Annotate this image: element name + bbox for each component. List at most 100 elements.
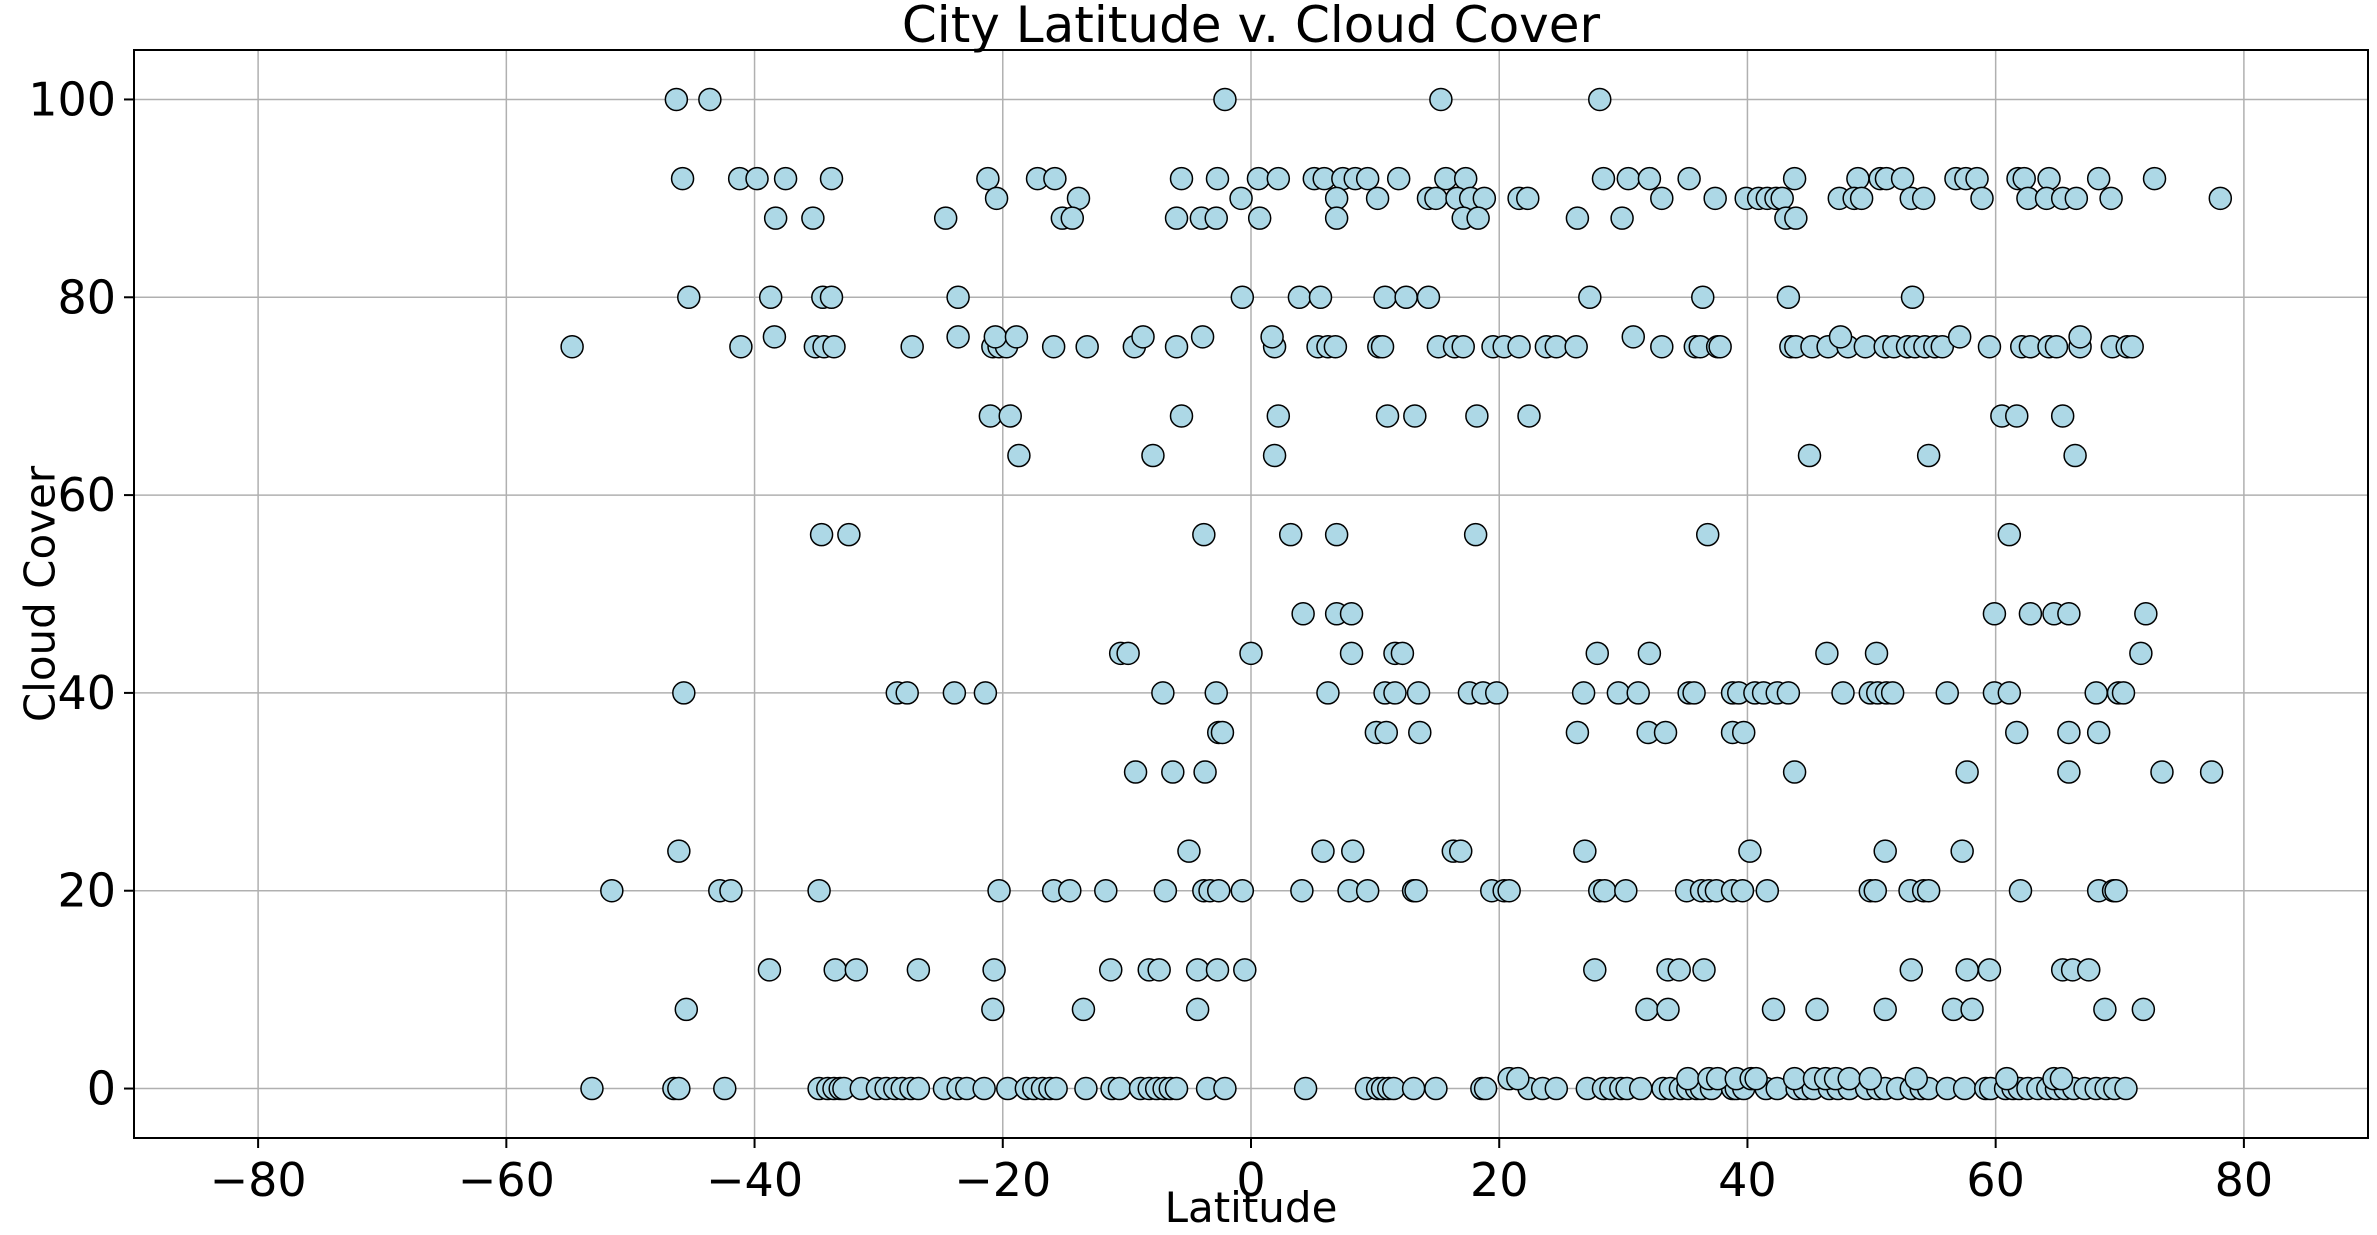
data-point bbox=[2086, 720, 2111, 745]
data-point bbox=[1453, 166, 1478, 191]
data-point bbox=[2129, 641, 2153, 666]
data-point bbox=[1952, 1076, 1977, 1101]
data-point bbox=[1311, 839, 1335, 863]
data-point bbox=[2008, 878, 2033, 903]
data-point bbox=[1107, 1076, 1132, 1101]
data-point bbox=[1497, 878, 1521, 903]
x-tick-label: 80 bbox=[2215, 1153, 2274, 1207]
data-point bbox=[729, 334, 753, 359]
data-point bbox=[1192, 522, 1216, 547]
data-point bbox=[1708, 334, 1732, 359]
data-point bbox=[1233, 958, 1257, 982]
data-point bbox=[1782, 166, 1807, 191]
data-point bbox=[1782, 1066, 1807, 1091]
data-point bbox=[844, 958, 869, 982]
data-point bbox=[1846, 166, 1870, 191]
data-point bbox=[819, 285, 844, 310]
data-point bbox=[1147, 958, 1171, 982]
data-point bbox=[1997, 681, 2022, 705]
data-point bbox=[1213, 1076, 1237, 1101]
data-point bbox=[1290, 878, 1314, 903]
data-point bbox=[2012, 166, 2036, 191]
data-point bbox=[823, 958, 847, 982]
data-point bbox=[1828, 325, 1853, 349]
data-point bbox=[1373, 285, 1397, 310]
data-point bbox=[1578, 285, 1602, 310]
data-point bbox=[1075, 334, 1099, 359]
x-tick-label: 0 bbox=[1236, 1153, 1265, 1207]
data-point bbox=[1323, 334, 1348, 359]
data-point bbox=[1190, 325, 1215, 349]
y-tick-label: 100 bbox=[28, 72, 116, 126]
data-point bbox=[1060, 206, 1085, 230]
data-point bbox=[1324, 186, 1349, 211]
data-point bbox=[998, 404, 1022, 428]
data-point bbox=[1573, 839, 1597, 863]
data-point bbox=[1637, 641, 1662, 666]
data-point bbox=[1213, 87, 1237, 112]
data-point bbox=[2111, 681, 2136, 705]
data-point bbox=[1815, 641, 1839, 666]
data-point bbox=[1797, 443, 1822, 468]
data-point bbox=[1381, 1076, 1406, 1101]
data-point bbox=[1355, 166, 1380, 191]
data-point bbox=[2199, 760, 2224, 784]
data-point bbox=[1960, 997, 1984, 1022]
data-point bbox=[1873, 839, 1897, 863]
data-point bbox=[1390, 641, 1415, 666]
data-point bbox=[1472, 186, 1497, 211]
data-point bbox=[981, 997, 1005, 1022]
data-point bbox=[2049, 1066, 2074, 1091]
data-point bbox=[1451, 334, 1475, 359]
data-point bbox=[1656, 997, 1680, 1022]
data-point bbox=[1246, 166, 1271, 191]
data-point bbox=[1616, 166, 1641, 191]
data-point bbox=[983, 325, 1008, 349]
data-point bbox=[807, 878, 831, 903]
data-point bbox=[2093, 997, 2117, 1022]
data-point bbox=[1230, 878, 1255, 903]
data-point bbox=[1650, 334, 1674, 359]
data-point bbox=[1043, 166, 1067, 191]
data-point bbox=[1164, 206, 1189, 230]
data-point bbox=[1044, 1076, 1068, 1101]
data-point bbox=[1614, 878, 1638, 903]
x-tick-label: 40 bbox=[1718, 1153, 1777, 1207]
y-tick-label: 0 bbox=[87, 1062, 116, 1116]
data-point bbox=[667, 839, 691, 863]
data-point bbox=[2005, 404, 2029, 428]
data-point bbox=[837, 522, 861, 547]
data-point bbox=[1071, 997, 1096, 1022]
data-point bbox=[1564, 334, 1588, 359]
data-point bbox=[1266, 166, 1291, 191]
data-point bbox=[1635, 997, 1659, 1022]
data-point bbox=[1278, 522, 1303, 547]
data-point bbox=[1287, 285, 1312, 310]
data-point bbox=[2077, 958, 2101, 982]
data-point bbox=[2150, 760, 2174, 784]
data-point bbox=[1262, 443, 1287, 468]
data-point bbox=[1506, 1066, 1530, 1091]
data-point bbox=[1935, 681, 1960, 705]
data-point bbox=[1916, 443, 1941, 468]
data-point bbox=[1374, 720, 1399, 745]
data-point bbox=[1204, 681, 1228, 705]
data-point bbox=[2057, 760, 2081, 784]
data-point bbox=[1324, 522, 1349, 547]
data-point bbox=[1837, 1066, 1861, 1091]
data-point bbox=[1650, 186, 1674, 211]
data-point bbox=[1205, 958, 1230, 982]
data-point bbox=[1429, 87, 1453, 112]
chart-title: City Latitude v. Cloud Cover bbox=[902, 0, 1601, 54]
data-point bbox=[1404, 878, 1428, 903]
data-point bbox=[1151, 681, 1175, 705]
data-point bbox=[1239, 641, 1263, 666]
data-point bbox=[1776, 681, 1801, 705]
data-point bbox=[1606, 681, 1631, 705]
data-point bbox=[1970, 186, 1994, 211]
data-point bbox=[1703, 186, 1727, 211]
data-point bbox=[1583, 958, 1607, 982]
data-point bbox=[1484, 681, 1509, 705]
data-point bbox=[1463, 522, 1488, 547]
data-point bbox=[1341, 839, 1365, 863]
